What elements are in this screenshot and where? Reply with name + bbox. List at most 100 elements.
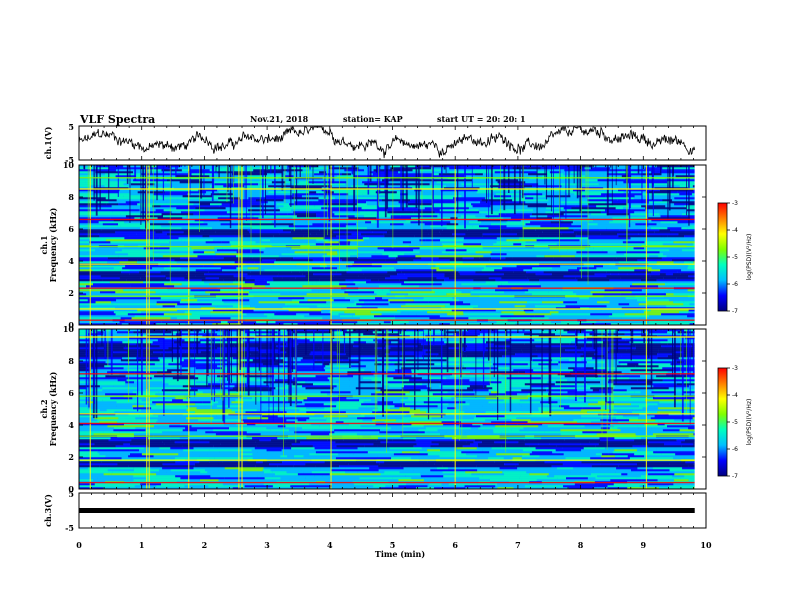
spectrogram-cell: [456, 307, 474, 310]
spectrogram-cell: [181, 283, 210, 286]
spectrogram-cell: [609, 343, 620, 346]
spectrogram-cell: [520, 259, 534, 262]
spectrogram-cell: [325, 365, 352, 368]
spectrogram-cell: [301, 427, 319, 430]
spectrogram-cell: [299, 181, 309, 184]
spectrogram-cell: [575, 255, 617, 258]
spectrogram-cell: [354, 215, 364, 218]
spectrogram-cell: [590, 291, 632, 294]
spectrogram-cell: [364, 301, 390, 304]
spectrogram-cell: [357, 447, 366, 450]
spectrogram-cell: [218, 479, 243, 482]
spectrogram-cell: [150, 427, 159, 430]
spectrogram-cell: [376, 335, 410, 338]
spectrogram-cell: [352, 165, 391, 168]
spectrogram-cell: [627, 473, 648, 476]
spectrogram-cell: [218, 277, 246, 280]
spectrogram-cell: [223, 239, 232, 242]
spectrogram-cell: [289, 279, 320, 282]
spectrogram-cell: [437, 429, 470, 432]
spectrogram-cell: [170, 317, 177, 320]
spectrogram-cell: [625, 239, 659, 242]
spectrogram-cell: [590, 473, 622, 476]
spectrogram-cell: [247, 335, 257, 338]
spectrogram-cell: [79, 451, 98, 454]
spectrogram-cell: [262, 259, 276, 262]
spectrogram-cell: [210, 311, 242, 314]
spectrogram-cell: [463, 301, 500, 304]
spectrogram-cell: [283, 267, 312, 270]
spectrogram-cell: [503, 399, 520, 402]
spectrogram-cell: [413, 249, 446, 252]
spectrogram-cell: [364, 449, 404, 452]
spectrogram-cell: [130, 285, 175, 288]
spectrogram-cell: [197, 255, 237, 258]
spectrogram-cell: [121, 323, 129, 326]
spectrogram-cell: [605, 201, 613, 204]
spectrogram-cell: [249, 223, 294, 226]
spectrogram-cell: [280, 293, 307, 296]
spectrogram-cell: [227, 375, 234, 378]
spectrogram-cell: [259, 249, 288, 252]
spectrogram-cell: [350, 299, 359, 302]
x-tick-label: 7: [515, 540, 521, 550]
spectrogram-cell: [592, 165, 636, 168]
spectrogram-cell: [472, 225, 479, 228]
spectrogram-cell: [330, 225, 346, 228]
spectrogram-cell: [667, 181, 695, 184]
spectrogram-cell: [213, 257, 224, 260]
spectrogram-cell: [191, 247, 215, 250]
spectrogram-cell: [370, 229, 388, 232]
spectrogram-cell: [601, 467, 617, 470]
spectrogram-cell: [609, 427, 618, 430]
spectrogram-cell: [615, 471, 656, 474]
spectrogram-cell: [293, 377, 328, 380]
spectrogram-cell: [509, 175, 543, 178]
spectrogram-cell: [79, 225, 121, 228]
spectrogram-cell: [693, 283, 695, 286]
spectrogram-cell: [93, 283, 133, 286]
spectrogram-cell: [684, 235, 695, 238]
spectrogram-cell: [613, 425, 638, 428]
spectrogram-cell: [544, 461, 582, 464]
spectrogram-cell: [296, 313, 310, 316]
spectrogram-cell: [237, 225, 276, 228]
spectrogram-cell: [295, 213, 317, 216]
spectrogram-cell: [374, 291, 391, 294]
spectrogram-cell: [495, 289, 529, 292]
spectrogram-cell: [521, 247, 550, 250]
spectrogram-cell: [346, 307, 378, 310]
spectrogram-cell: [421, 257, 439, 260]
spectrogram-cell: [366, 281, 404, 284]
spectrogram-cell: [560, 211, 601, 214]
spectrogram-cell: [651, 227, 668, 230]
spectrogram-cell: [633, 203, 675, 206]
spectrogram-cell: [526, 195, 546, 198]
spectrogram-cell: [323, 367, 368, 370]
spectrogram-cell: [149, 259, 175, 262]
spectrogram-cell: [625, 233, 639, 236]
spectrogram-cell: [193, 447, 218, 450]
spectrogram-cell: [533, 259, 571, 262]
spectrogram-cell: [687, 407, 695, 410]
spectrogram-cell: [501, 445, 530, 448]
spectrogram-cell: [527, 301, 542, 304]
spectrogram-cell: [583, 391, 613, 394]
spectrogram-cell: [255, 465, 278, 468]
spectrogram-cell: [385, 453, 394, 456]
spectrogram-cell: [263, 483, 309, 486]
spectrogram-cell: [275, 259, 291, 262]
spectrogram-cell: [519, 429, 561, 432]
spectrogram-cell: [594, 487, 608, 490]
spectrogram-cell: [625, 297, 647, 300]
spectrogram-cell: [96, 337, 129, 340]
spectrogram-cell: [189, 197, 196, 200]
spectrogram-cell: [444, 375, 451, 378]
spectrogram-cell: [524, 443, 539, 446]
spectrogram-cell: [618, 261, 657, 264]
spectrogram-cell: [446, 377, 484, 380]
spectrogram-cell: [667, 317, 695, 320]
spectrogram-cell: [79, 453, 100, 456]
spectrogram-cell: [431, 203, 472, 206]
spectrogram-cell: [90, 239, 106, 242]
